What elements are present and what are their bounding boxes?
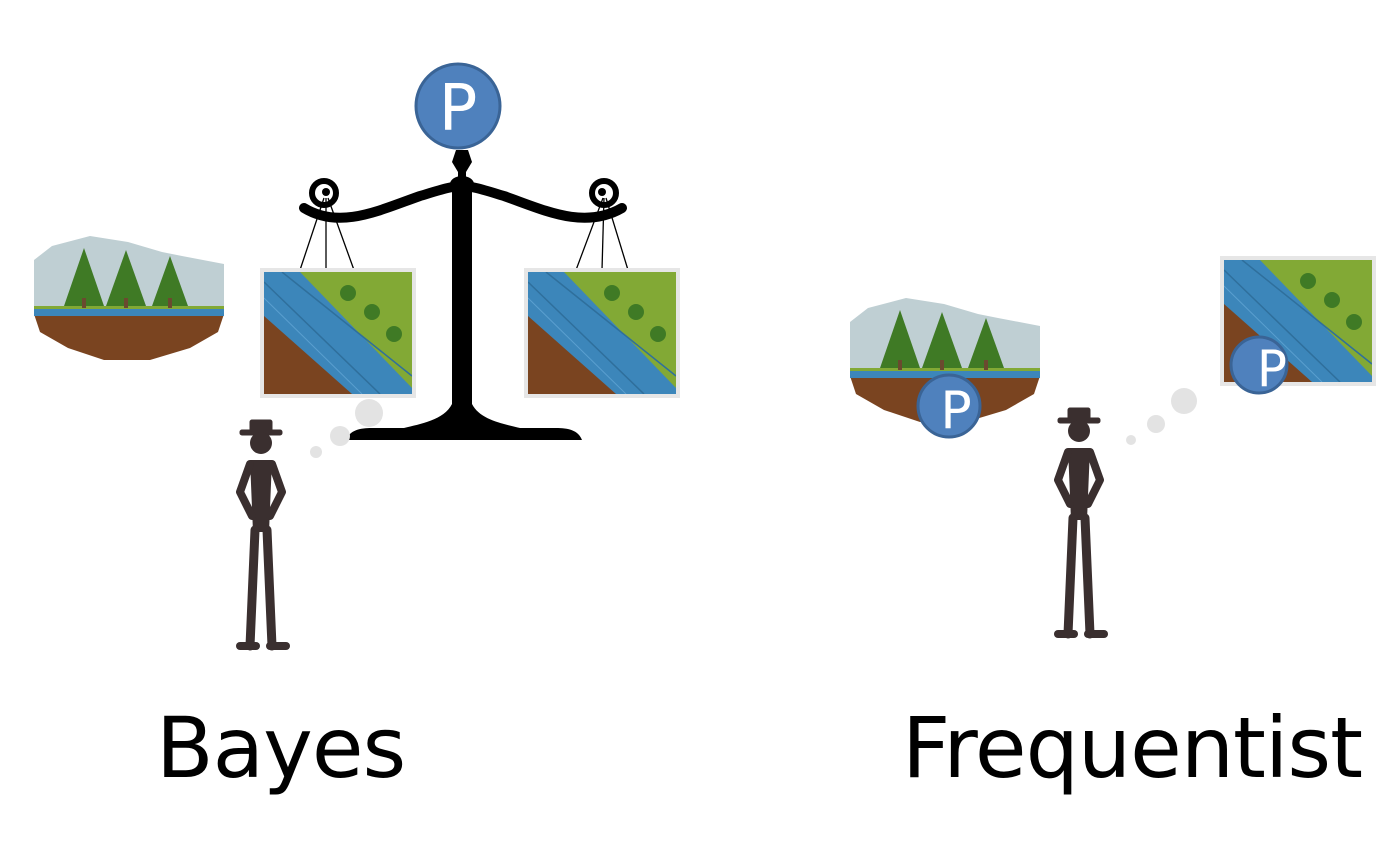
prior-world-island (34, 236, 224, 360)
thought-bubble-frequentist (1126, 388, 1197, 445)
probability-symbol: P (1257, 340, 1287, 398)
frequentist-panel: P P (850, 256, 1376, 634)
thought-bubble-bayes (310, 399, 383, 458)
probability-symbol: P (940, 381, 971, 441)
probability-symbol: P (439, 72, 478, 146)
bayes-label: Bayes (156, 699, 406, 797)
probability-badge-map: P (1229, 335, 1289, 398)
bayesian-person (240, 420, 286, 646)
bayes-panel: P (34, 62, 680, 646)
hypothesis-world-map-left (260, 268, 416, 398)
frequentist-person (1058, 408, 1104, 634)
balance-scale (299, 150, 629, 440)
probability-badge-top: P (414, 62, 502, 150)
probability-badge-island: P (916, 373, 982, 441)
frequentist-label: Frequentist (902, 699, 1363, 797)
hypothesis-world-map-right (524, 268, 680, 398)
